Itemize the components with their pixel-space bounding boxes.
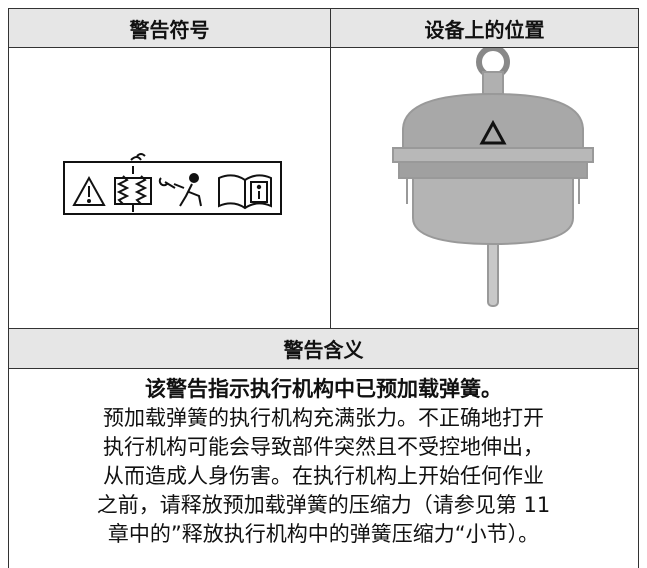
symbol-cell <box>8 47 331 329</box>
meaning-cell: 该警告指示执行机构中已预加载弹簧。 预加载弹簧的执行机构充满张力。不正确地打开执… <box>8 368 639 568</box>
location-cell <box>330 45 639 329</box>
meaning-text: 预加载弹簧的执行机构充满张力。不正确地打开 执行机构可能会导致部件突然且不受控地伸… <box>9 404 638 549</box>
warning-symbol <box>63 153 282 215</box>
meaning-header: 警告含义 <box>8 328 639 369</box>
meaning-line: 从而造成人身伤害。在执行机构上开始任何作业 <box>103 464 544 488</box>
header-text: 警告含义 <box>283 338 364 362</box>
meaning-line: 预加载弹簧的执行机构充满张力。不正确地打开 <box>103 406 544 430</box>
warning-table: 警告符号 设备上的位置 <box>8 8 639 568</box>
meaning-line: 执行机构可能会导致部件突然且不受控地伸出， <box>103 435 544 459</box>
meaning-line: 之前，请释放预加载弹簧的压缩力（请参见第 11 <box>96 493 551 517</box>
header-cell: 设备上的位置 <box>330 8 639 48</box>
actuator-drawing <box>392 45 594 307</box>
header-text: 警告符号 <box>129 17 210 42</box>
header-cell: 警告符号 <box>8 8 331 48</box>
header-text: 设备上的位置 <box>424 17 545 42</box>
meaning-title: 该警告指示执行机构中已预加载弹簧。 <box>145 377 502 401</box>
meaning-line: 章中的”释放执行机构中的弹簧压缩力“小节）。 <box>107 522 540 546</box>
